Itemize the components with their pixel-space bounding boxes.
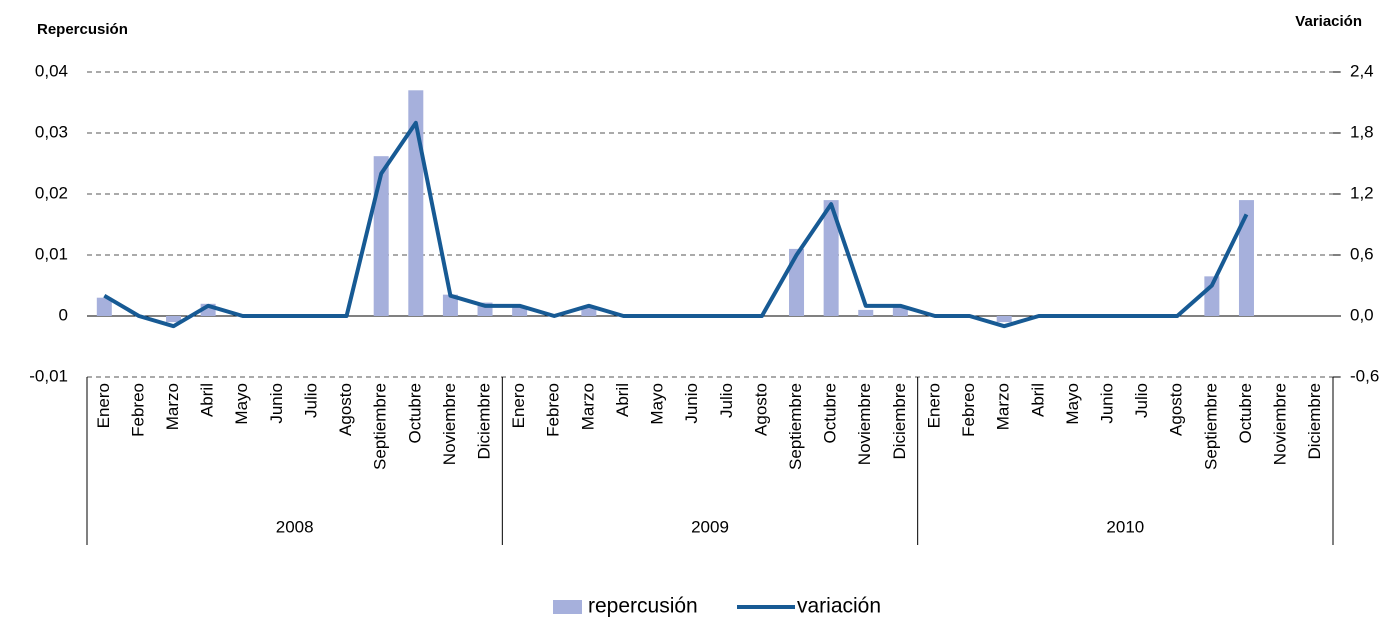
legend-label: repercusión — [588, 595, 698, 618]
bar — [789, 248, 805, 316]
x-tick-label: Septiembre — [786, 383, 805, 470]
bar — [581, 306, 597, 316]
x-tick-label: Marzo — [994, 383, 1013, 430]
x-tick-label: Marzo — [163, 383, 182, 430]
x-tick-label: Abril — [613, 383, 632, 417]
y-tick-label: 0,01 — [35, 244, 68, 263]
bar — [166, 316, 182, 323]
x-tick-label: Julio — [1132, 383, 1151, 418]
x-tick-label: Noviembre — [855, 383, 874, 465]
bar — [1238, 200, 1254, 316]
y-axis-title: Repercusión — [37, 21, 128, 38]
x-tick-label: Agosto — [1167, 383, 1186, 436]
x-tick-label: Enero — [509, 383, 528, 428]
x-tick-label: Agosto — [751, 383, 770, 436]
y2-tick-label: 1,2 — [1350, 183, 1374, 202]
x-tick-label: Diciembre — [890, 383, 909, 460]
group-label: 2010 — [1106, 517, 1144, 536]
legend-label: variación — [797, 595, 881, 618]
legend-swatch — [553, 600, 582, 614]
x-tick-label: Mayo — [232, 383, 251, 425]
bar — [996, 316, 1012, 323]
x-tick-label: Noviembre — [440, 383, 459, 465]
x-tick-label: Abril — [1028, 383, 1047, 417]
x-tick-label: Mayo — [1063, 383, 1082, 425]
x-tick-label: Enero — [94, 383, 113, 428]
bar — [442, 294, 458, 316]
x-tick-label: Octubre — [405, 383, 424, 443]
y-tick-label: 0 — [59, 305, 68, 324]
y2-tick-label: -0,6 — [1350, 366, 1379, 385]
x-tick-label: Junio — [1098, 383, 1117, 424]
y-tick-label: 0,03 — [35, 122, 68, 141]
bar — [96, 297, 112, 316]
x-tick-label: Diciembre — [1305, 383, 1324, 460]
x-tick-label: Febreo — [544, 383, 563, 437]
x-tick-label: Mayo — [648, 383, 667, 425]
y-tick-label: -0,01 — [29, 366, 68, 385]
y2-tick-label: 0,0 — [1350, 305, 1374, 324]
x-tick-label: Noviembre — [1271, 383, 1290, 465]
group-label: 2008 — [276, 517, 314, 536]
group-label: 2009 — [691, 517, 729, 536]
x-tick-label: Junio — [682, 383, 701, 424]
x-tick-label: Enero — [924, 383, 943, 428]
x-tick-label: Octubre — [1236, 383, 1255, 443]
x-tick-label: Marzo — [578, 383, 597, 430]
x-tick-label: Octubre — [821, 383, 840, 443]
x-tick-label: Abril — [198, 383, 217, 417]
y-tick-label: 0,02 — [35, 183, 68, 202]
x-tick-label: Julio — [717, 383, 736, 418]
x-tick-label: Diciembre — [475, 383, 494, 460]
line — [103, 120, 1249, 329]
bar — [512, 306, 528, 316]
y2-axis-title: Variación — [1295, 13, 1362, 30]
y-tick-label: 0,04 — [35, 61, 68, 80]
x-tick-label: Febreo — [959, 383, 978, 437]
y2-tick-label: 1,8 — [1350, 122, 1374, 141]
bar — [823, 200, 839, 316]
x-tick-label: Agosto — [336, 383, 355, 436]
x-tick-label: Septiembre — [371, 383, 390, 470]
x-tick-label: Junio — [267, 383, 286, 424]
bar — [892, 306, 908, 316]
bar — [858, 309, 874, 316]
x-tick-label: Julio — [301, 383, 320, 418]
x-tick-label: Septiembre — [1201, 383, 1220, 470]
x-tick-label: Febreo — [128, 383, 147, 437]
y2-tick-label: 2,4 — [1350, 61, 1374, 80]
y2-tick-label: 0,6 — [1350, 244, 1374, 263]
